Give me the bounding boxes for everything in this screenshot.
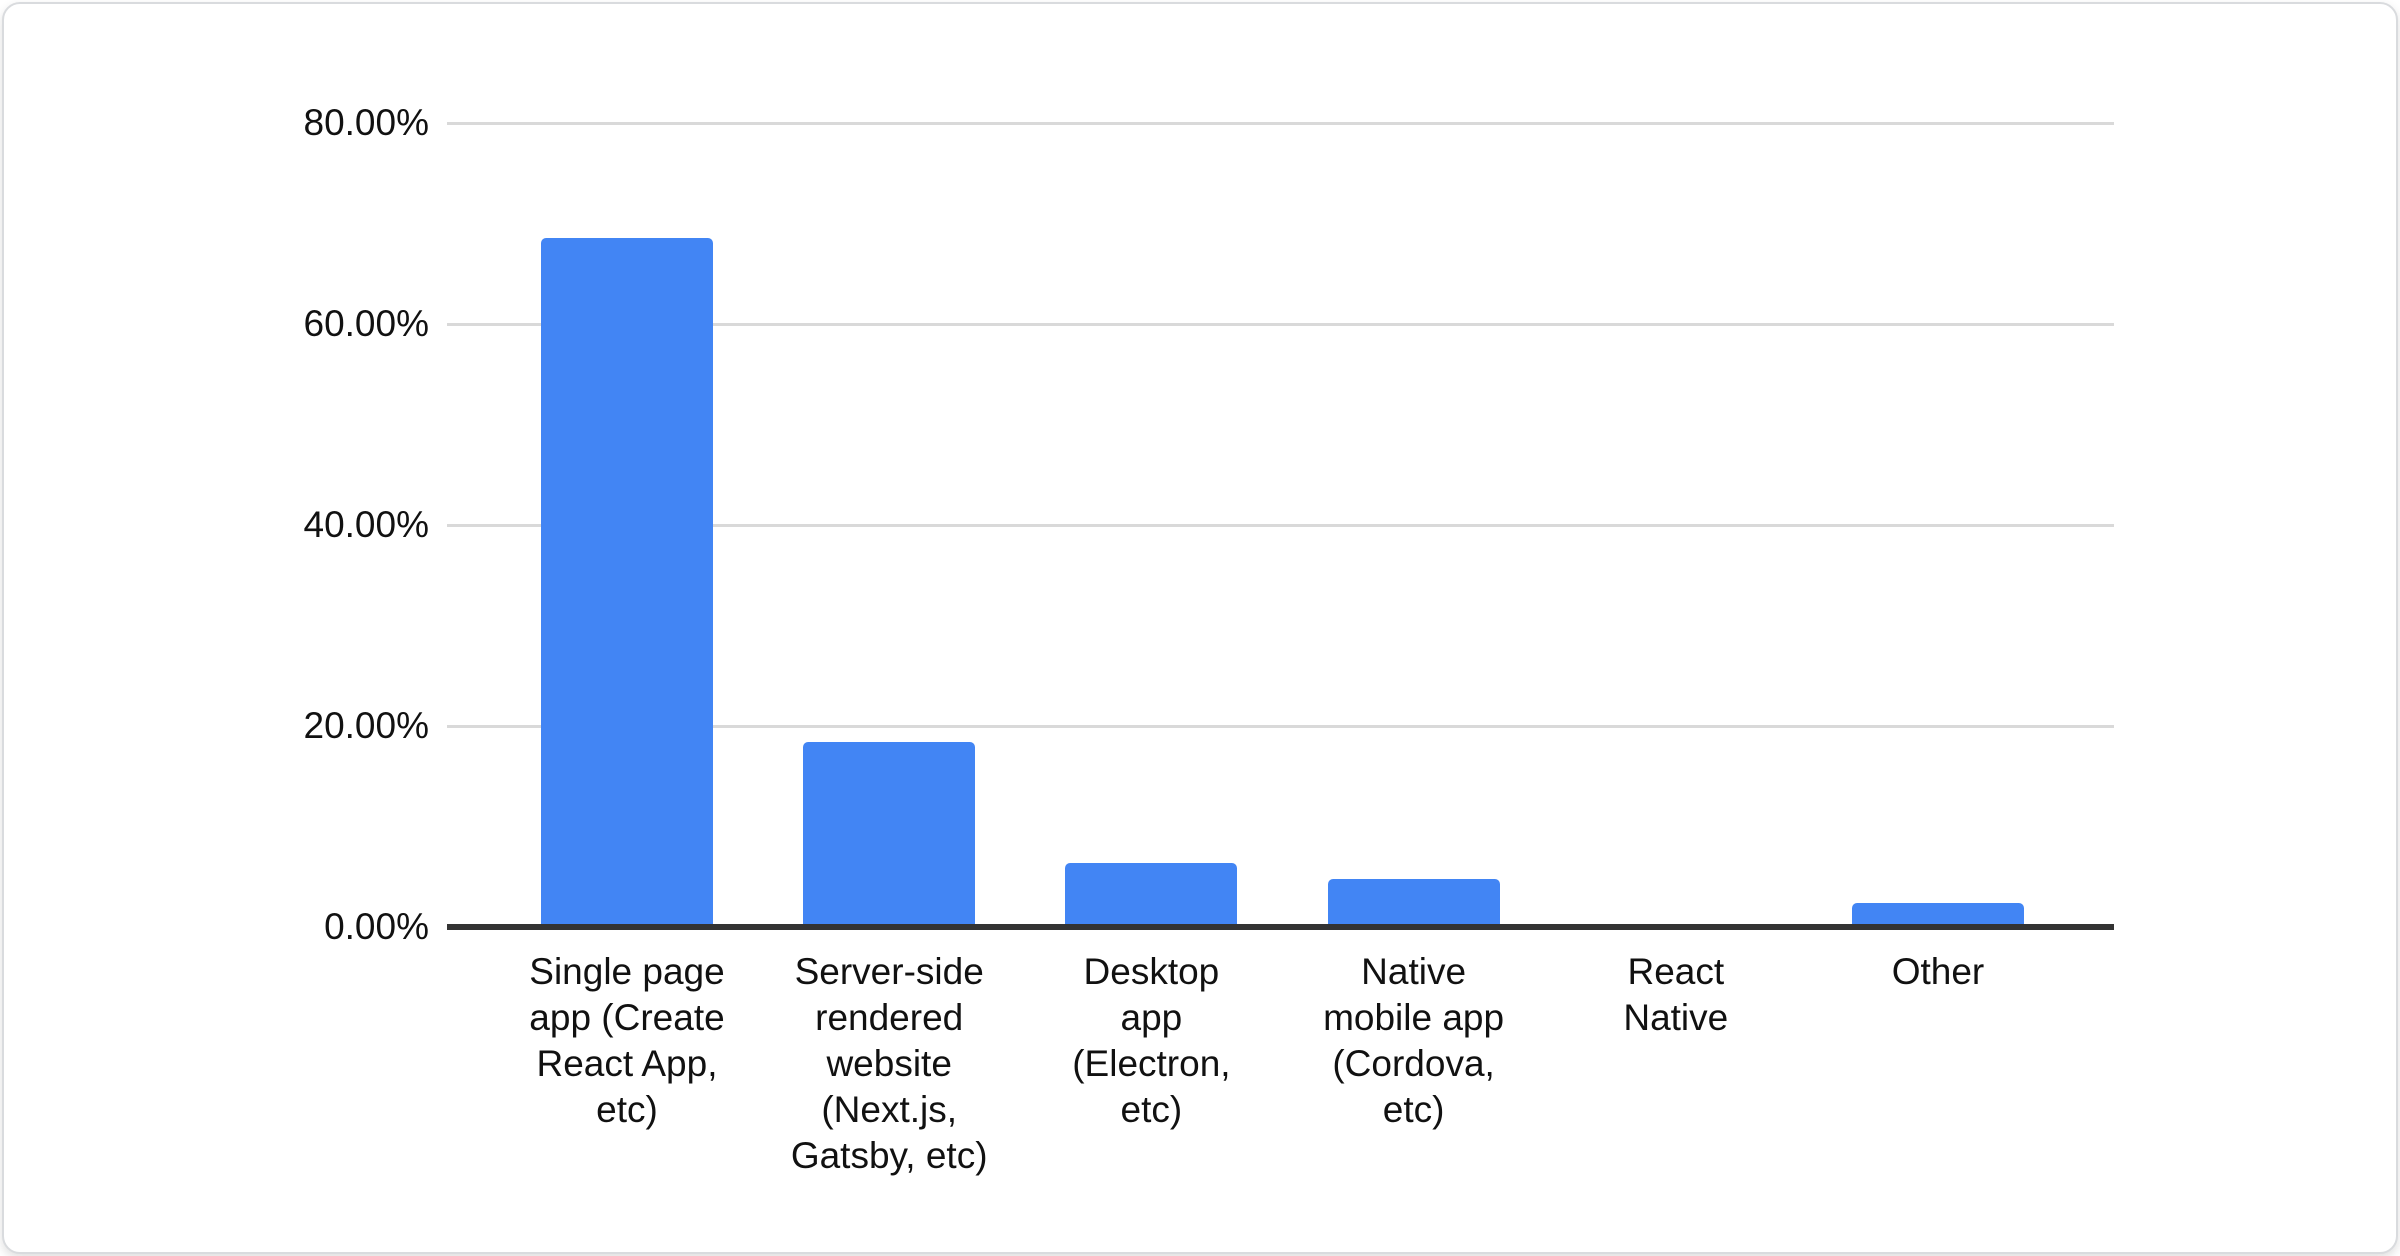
x-axis-category-label: Other: [1891, 951, 1985, 992]
bar[interactable]: [803, 742, 976, 927]
x-axis-category-label: Server-side rendered website (Next.js, G…: [790, 951, 988, 1176]
y-gridline: [447, 322, 2114, 326]
y-gridline: [447, 724, 2114, 728]
bar[interactable]: [1327, 878, 1500, 927]
x-axis-line: [447, 924, 2114, 930]
y-axis-tick-label: 80.00%: [303, 102, 430, 143]
y-axis-tick-label: 0.00%: [324, 906, 429, 947]
x-axis-category-label: React Native: [1623, 951, 1729, 1038]
x-axis-category-label: Single page app (Create React App, etc): [529, 951, 725, 1130]
y-gridline: [447, 523, 2114, 527]
bar[interactable]: [1852, 902, 2024, 927]
x-axis-category-label: Native mobile app (Cordova, etc): [1323, 951, 1505, 1130]
x-axis-category-label: Desktop app (Electron, etc): [1072, 951, 1231, 1130]
bar-chart-plot-area: 0.00% 20.00% 40.00% 60.00% 80.00% Single pag…: [4, 4, 2396, 1252]
y-axis-tick-label: 20.00%: [303, 705, 430, 746]
bar[interactable]: [541, 237, 713, 927]
y-axis-tick-label: 60.00%: [303, 303, 430, 344]
bar[interactable]: [1065, 862, 1238, 927]
y-gridline: [447, 121, 2114, 125]
y-axis-tick-label: 40.00%: [303, 504, 430, 545]
